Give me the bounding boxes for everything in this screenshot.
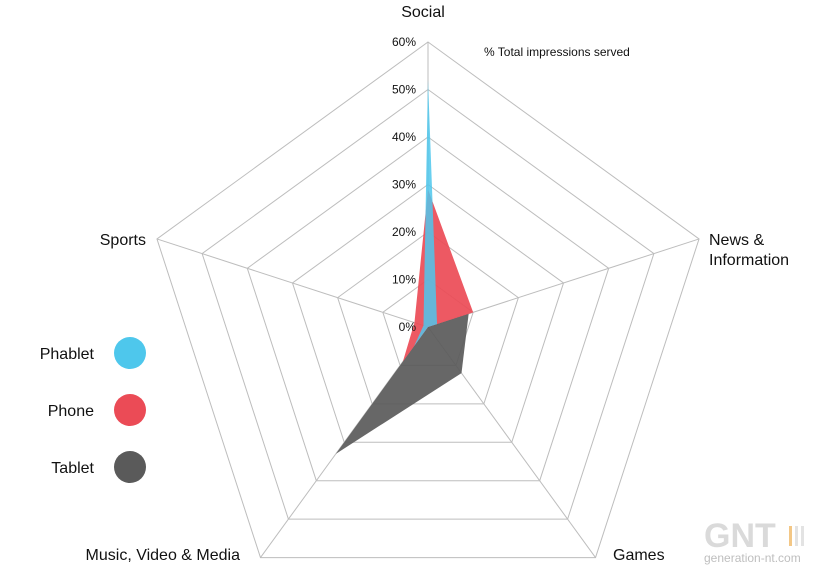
tick-label: 10%: [392, 273, 416, 287]
tick-label: 0%: [399, 320, 417, 334]
axis-label: Music, Video & Media: [86, 547, 241, 564]
series-layer: [335, 80, 474, 454]
tick-label: 30%: [392, 178, 416, 192]
watermark-site: generation-nt.com: [704, 551, 801, 565]
axis-label: Games: [613, 547, 665, 564]
tick-label: 60%: [392, 35, 416, 49]
axis-label: Sports: [100, 232, 146, 249]
axis-label: News & Information: [709, 232, 789, 269]
legend-item-phone: Phone: [48, 394, 146, 426]
legend-label: Tablet: [51, 460, 94, 477]
chart-grid: [156, 41, 700, 559]
grid-ring: [291, 183, 565, 443]
series-phone: [402, 189, 474, 362]
watermark-bar-icon: [801, 526, 804, 546]
legend-label: Phablet: [40, 346, 95, 363]
tick-label: 40%: [392, 130, 416, 144]
axis-labels: Social News & Information Games Music, Video…: [86, 4, 790, 564]
watermark: GNT generation-nt.com: [704, 517, 804, 565]
series-tablet: [335, 313, 469, 454]
axis-label: Social: [401, 4, 445, 21]
legend-item-phablet: Phablet: [40, 337, 146, 369]
tick-label: 50%: [392, 83, 416, 97]
legend-swatch: [114, 451, 146, 483]
tick-labels: 0% 10% 20% 30% 40% 50% 60%: [392, 35, 416, 334]
grid-ring: [337, 231, 519, 405]
chart-subtitle: % Total impressions served: [484, 45, 630, 59]
series-phablet: [414, 80, 438, 347]
watermark-logo: GNT: [704, 517, 776, 555]
grid-ring: [246, 136, 610, 482]
legend-swatch: [114, 337, 146, 369]
legend-label: Phone: [48, 403, 94, 420]
legend-swatch: [114, 394, 146, 426]
legend: Phablet Phone Tablet: [40, 337, 146, 483]
watermark-bar-icon: [795, 526, 798, 546]
grid-ring: [201, 88, 655, 520]
grid-spoke: [156, 238, 429, 328]
tick-label: 20%: [392, 225, 416, 239]
grid-ring: [156, 41, 700, 559]
watermark-bar-icon: [789, 526, 792, 546]
legend-item-tablet: Tablet: [51, 451, 146, 483]
